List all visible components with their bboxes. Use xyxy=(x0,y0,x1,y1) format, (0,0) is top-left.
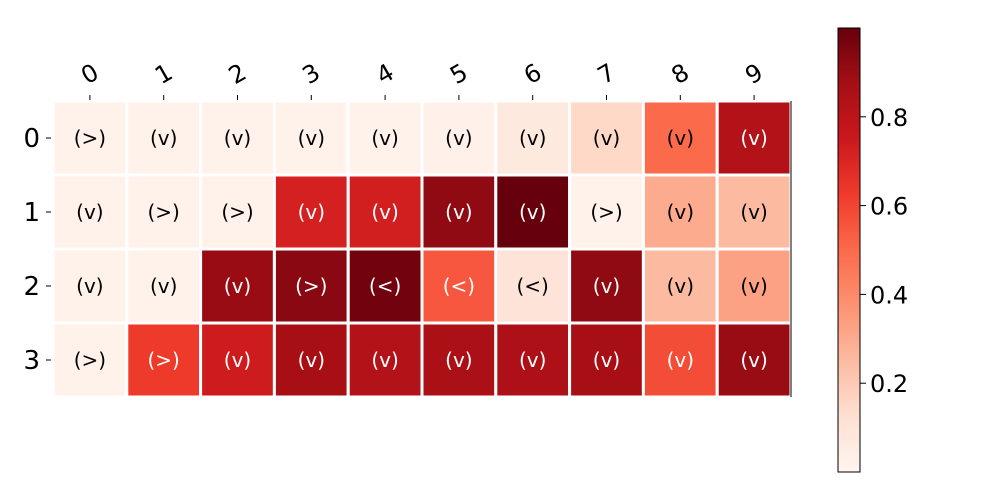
heatmap-cell-r2-c1 xyxy=(125,247,203,325)
heatmap-cell-r3-c7 xyxy=(568,321,645,399)
y-tick-label: 1 xyxy=(23,198,40,228)
y-tick-label: 3 xyxy=(23,346,40,376)
cell-annotation-r0-c5: (v) xyxy=(445,126,472,150)
x-tick-label: 5 xyxy=(445,58,472,90)
x-axis: 0 1 2 3 4 5 6 7 8 9 xyxy=(76,58,768,100)
cell-annotation-r2-c2: (v) xyxy=(224,274,251,298)
x-tick-label: 0 xyxy=(76,58,103,90)
cell-annotations: (>) (v) (v) (v) (v) (v) (v) (v) (v) (v) (v) (>) (>) (… xyxy=(74,126,768,372)
cell-annotation-r1-c3: (v) xyxy=(298,200,325,224)
x-tick-label: 2 xyxy=(224,58,251,90)
heatmap-cell-r2-c8 xyxy=(641,247,719,325)
x-tick-label: 4 xyxy=(371,58,398,90)
cell-annotation-r2-c7: (v) xyxy=(593,274,620,298)
heatmap-cell-r3-c9 xyxy=(715,321,793,399)
cell-annotation-r1-c4: (v) xyxy=(371,200,398,224)
cell-annotation-r1-c5: (v) xyxy=(445,200,472,224)
cell-annotation-r2-c3: (>) xyxy=(295,274,327,298)
y-tick-label: 0 xyxy=(23,124,40,154)
x-tick-label: 9 xyxy=(740,58,767,90)
cell-annotation-r0-c8: (v) xyxy=(667,126,694,150)
y-axis: 0 1 2 3 xyxy=(23,124,51,376)
cell-annotation-r3-c0: (>) xyxy=(74,348,106,372)
heatmap-cell-r3-c0 xyxy=(51,321,129,399)
x-tick-label: 6 xyxy=(519,58,546,90)
cell-annotation-r0-c1: (v) xyxy=(150,126,177,150)
y-tick-label: 2 xyxy=(23,272,40,302)
heatmap-cell-r3-c5 xyxy=(420,321,498,399)
cell-annotation-r1-c7: (>) xyxy=(590,200,622,224)
cell-annotation-r3-c8: (v) xyxy=(667,348,694,372)
cell-annotation-r0-c2: (v) xyxy=(224,126,251,150)
cell-annotation-r3-c2: (v) xyxy=(224,348,251,372)
colorbar: 0.2 0.4 0.6 0.8 xyxy=(837,27,908,473)
cell-annotation-r3-c4: (v) xyxy=(371,348,398,372)
x-tick-label: 8 xyxy=(667,58,694,90)
cell-annotation-r2-c9: (v) xyxy=(740,274,767,298)
heatmap-cell-r3-c4 xyxy=(346,321,424,399)
cell-annotation-r2-c8: (v) xyxy=(667,274,694,298)
colorbar-tick-label: 0.6 xyxy=(870,193,908,221)
heatmap-cells xyxy=(51,99,793,399)
cell-annotation-r3-c5: (v) xyxy=(445,348,472,372)
cell-annotation-r3-c3: (v) xyxy=(298,348,325,372)
colorbar-tick-label: 0.2 xyxy=(870,370,908,398)
heatmap-cell-r0-c9 xyxy=(715,99,793,177)
x-tick-label: 7 xyxy=(593,58,620,90)
heatmap-cell-r2-c0 xyxy=(51,247,129,325)
heatmap-cell-r1-c6 xyxy=(494,173,572,251)
colorbar-tick-label: 0.4 xyxy=(870,281,908,309)
cell-annotation-r0-c4: (v) xyxy=(371,126,398,150)
heatmap-cell-r0-c5 xyxy=(420,99,498,177)
cell-annotation-r2-c5: (<) xyxy=(443,274,475,298)
cell-annotation-r2-c1: (v) xyxy=(150,274,177,298)
heatmap-cell-r0-c7 xyxy=(568,99,645,177)
cell-annotation-r0-c6: (v) xyxy=(519,126,546,150)
cell-annotation-r1-c9: (v) xyxy=(740,200,767,224)
heatmap-cell-r1-c8 xyxy=(641,173,719,251)
cell-annotation-r2-c6: (<) xyxy=(517,274,549,298)
cell-annotation-r1-c1: (>) xyxy=(148,200,180,224)
heatmap-cell-r1-c3 xyxy=(272,173,350,251)
x-tick-label: 3 xyxy=(298,58,325,90)
cell-annotation-r1-c2: (>) xyxy=(221,200,253,224)
heatmap-cell-r3-c3 xyxy=(272,321,350,399)
colorbar-tick-label: 0.8 xyxy=(870,104,908,132)
cell-annotation-r1-c8: (v) xyxy=(667,200,694,224)
heatmap-cell-r2-c6 xyxy=(494,247,572,325)
cell-annotation-r0-c3: (v) xyxy=(298,126,325,150)
cell-annotation-r0-c9: (v) xyxy=(740,126,767,150)
cell-annotation-r3-c6: (v) xyxy=(519,348,546,372)
cell-annotation-r2-c4: (<) xyxy=(369,274,401,298)
heatmap-cell-r1-c5 xyxy=(420,173,498,251)
cell-annotation-r3-c1: (>) xyxy=(148,348,180,372)
heatmap-cell-r1-c9 xyxy=(715,173,793,251)
cell-annotation-r0-c7: (v) xyxy=(593,126,620,150)
heatmap-cell-r1-c1 xyxy=(125,173,203,251)
cell-annotation-r3-c7: (v) xyxy=(593,348,620,372)
cell-annotation-r0-c0: (>) xyxy=(74,126,106,150)
cell-annotation-r1-c0: (v) xyxy=(76,200,103,224)
x-tick-label: 1 xyxy=(150,58,177,90)
cell-annotation-r2-c0: (v) xyxy=(76,274,103,298)
colorbar-gradient xyxy=(837,27,861,473)
heatmap-cell-r3-c6 xyxy=(494,321,572,399)
cell-annotation-r3-c9: (v) xyxy=(740,348,767,372)
cell-annotation-r1-c6: (v) xyxy=(519,200,546,224)
heatmap-cell-r2-c2 xyxy=(199,247,276,325)
